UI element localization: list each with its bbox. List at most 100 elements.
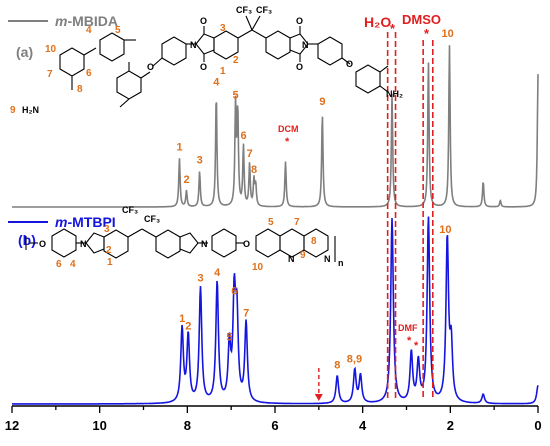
- struct-a-ring-phenyl: [161, 36, 187, 66]
- struct-a-imide2: [289, 33, 309, 55]
- dmf-label: DMF: [398, 323, 418, 333]
- peak-label-b-0: 1: [179, 313, 185, 325]
- struct-b-label-7: 7: [294, 217, 300, 228]
- struct-a-atom-o3: O: [296, 16, 303, 26]
- struct-a-c-bond2: [251, 29, 267, 39]
- arrow-5ppm-head: [314, 394, 323, 401]
- struct-b-atom-cf3-2: CF₃: [144, 214, 160, 224]
- struct-a-atom-n1: N: [190, 40, 197, 50]
- x-axis: 12 10 8 6 4 2 0: [5, 405, 542, 433]
- struct-a-atom-cf3-1: CF₃: [236, 5, 252, 15]
- structure-a-left: [59, 32, 136, 90]
- struct-b-atom-n3: N: [288, 254, 295, 264]
- struct-a-methyl2: [379, 65, 389, 73]
- legend-b-label: m-MTBPI: [55, 214, 116, 230]
- struct-a-ring-phthal2: [265, 30, 291, 60]
- peak-label-a-4: 5: [233, 90, 239, 102]
- peak-label-a-0: 1: [176, 141, 182, 153]
- struct-b-label-5: 5: [268, 217, 274, 228]
- struct-a-label-10: 10: [45, 44, 57, 55]
- x-tick-label-0: 0: [534, 418, 541, 433]
- legend-a: m-MBIDA (a): [8, 13, 118, 60]
- peak-label-b-2: 3: [197, 272, 203, 284]
- struct-a-c-bond1: [237, 29, 253, 39]
- spectrum-line-a: [12, 45, 539, 208]
- legend-b: m-MTBPI (b): [8, 214, 116, 248]
- struct-b-atom-o2: O: [243, 239, 250, 249]
- struct-b-label-10: 10: [252, 262, 264, 273]
- struct-a-atom-o4: O: [296, 62, 303, 72]
- panel-a-label: (a): [16, 44, 33, 60]
- panel-b-label: (b): [18, 232, 36, 248]
- x-tick-label-2: 2: [447, 418, 454, 433]
- struct-a-ether2-bond: [341, 57, 351, 65]
- struct-a-ring-aniline: [116, 70, 142, 100]
- peak-label-b-5: 6: [231, 285, 237, 297]
- structure-b: [25, 228, 336, 262]
- struct-a-imide: [195, 33, 215, 55]
- legend-a-label: m-MBIDA: [55, 13, 118, 29]
- peak-label-a-14: 10: [441, 28, 453, 40]
- peak-label-a-6: 6: [240, 130, 246, 142]
- struct-b-atom-n-sub: n: [338, 258, 344, 268]
- peak-label-a-2: 3: [197, 154, 203, 166]
- struct-b-ring-phthal2: [155, 229, 181, 259]
- peak-label-b-1: 2: [185, 320, 191, 332]
- struct-a-cf3-bond1: [245, 15, 253, 31]
- peak-label-a-8: 8: [251, 164, 257, 176]
- struct-b-atom-n1: N: [80, 239, 87, 249]
- struct-b-atom-o: O: [39, 239, 46, 249]
- struct-a-ether-bond: [140, 71, 151, 79]
- peak-label-b-4: 5: [226, 332, 232, 344]
- struct-b-label-4: 4: [70, 259, 76, 270]
- struct-b-label-1: 1: [107, 257, 113, 268]
- struct-a-atom-h2n: H₂N: [22, 105, 39, 115]
- struct-b-c-bond2: [141, 228, 157, 238]
- peak-label-a-3: 4: [213, 77, 220, 89]
- struct-b-ring-phenyl2: [211, 228, 237, 258]
- struct-a-label-8: 8: [77, 84, 83, 95]
- struct-a-label-4: 4: [86, 25, 92, 36]
- x-tick-label-10: 10: [92, 418, 106, 433]
- structure-a-labels: 5 4 10 7 6 8 9 3 2 1: [10, 23, 239, 116]
- struct-b-label-8: 8: [311, 236, 317, 247]
- struct-b-label-6: 6: [56, 259, 62, 270]
- struct-a-nh2-bond: [119, 98, 130, 108]
- struct-b-ring-phthal1: [103, 229, 129, 259]
- structure-b-labels: 6 4 3 2 1 5 7 8 9 10: [56, 217, 317, 273]
- h2o-label: H₂O: [364, 14, 391, 30]
- struct-a-o-ph-bond: [152, 57, 163, 67]
- struct-a-atom-n2: N: [302, 40, 309, 50]
- peak-label-a-7: 7: [247, 148, 253, 160]
- peak-label-b-8: 8: [334, 359, 340, 371]
- peak-label-b-15: 10: [439, 224, 451, 236]
- peak-label-b-7: 7: [243, 307, 249, 319]
- x-tick-label-6: 6: [271, 418, 278, 433]
- struct-a-nh2-bond2: [379, 85, 389, 93]
- struct-a-ring-left2: [99, 32, 125, 62]
- struct-b-atom-n2: N: [201, 239, 208, 249]
- struct-b-label-2: 2: [106, 245, 112, 256]
- struct-a-label-3: 3: [220, 23, 226, 34]
- struct-a-label-6: 6: [86, 68, 92, 79]
- structure-b-atoms: O N CF₃ CF₃ N O N N n: [39, 205, 344, 268]
- struct-a-atom-nh2: NH₂: [386, 89, 403, 99]
- structure-a-atoms: N O O O CF₃ CF₃ N O O O H₂N NH₂: [22, 5, 403, 115]
- struct-a-label-9: 9: [10, 105, 16, 116]
- x-tick-label-4: 4: [359, 418, 367, 433]
- struct-a-atom-cf3-2: CF₃: [256, 5, 272, 15]
- peak-label-a-1: 2: [183, 174, 189, 186]
- dmf-star-2: *: [414, 340, 419, 352]
- dcm-label: DCM: [278, 124, 299, 134]
- struct-b-imide: [85, 232, 105, 254]
- struct-a-ring-phthal1: [213, 30, 239, 60]
- struct-a-cf3-bond2: [251, 15, 261, 31]
- solvent-reference-lines: [314, 32, 434, 401]
- struct-a-atom-o2: O: [200, 62, 207, 72]
- struct-b-ring-quin3: [303, 228, 329, 258]
- struct-b-ring-phenyl: [51, 228, 77, 258]
- struct-a-atom-o-ether2: O: [346, 59, 353, 69]
- struct-a-ring-phenyl2: [317, 36, 343, 66]
